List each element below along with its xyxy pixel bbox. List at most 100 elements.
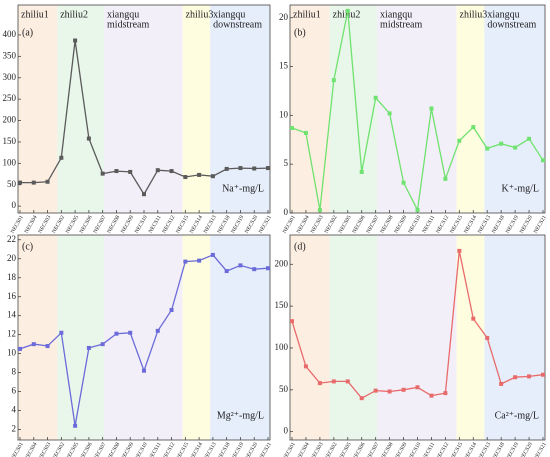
data-point: [183, 175, 188, 180]
y-tick-label: 15: [279, 61, 289, 71]
x-tick-label: NECS12: [435, 441, 450, 457]
data-point: [373, 95, 378, 100]
unit-label: Ca²⁺-mg/L: [495, 410, 539, 421]
y-tick-label: 18: [7, 272, 17, 282]
data-point: [290, 126, 294, 131]
y-tick-label: 300: [3, 72, 17, 82]
x-tick-label: NECS21: [258, 214, 273, 234]
data-point: [359, 169, 364, 174]
data-point: [210, 174, 215, 179]
data-point: [415, 385, 420, 390]
data-point: [415, 208, 420, 213]
region-band: [104, 5, 183, 213]
y-tick-label: 50: [279, 384, 289, 394]
data-point: [238, 166, 243, 171]
data-point: [429, 393, 434, 398]
x-tick-label: NECS15: [449, 441, 464, 457]
data-point: [142, 192, 146, 197]
data-point: [401, 387, 406, 392]
region-label: xiangqu: [107, 9, 139, 20]
data-point: [266, 266, 270, 271]
y-tick-label: 14: [7, 310, 17, 320]
y-tick-label: 0: [284, 207, 289, 217]
data-point: [527, 136, 532, 141]
x-tick-label: NECS09: [393, 441, 408, 457]
data-point: [303, 364, 308, 369]
x-tick-label: NECS11: [421, 214, 436, 234]
data-point: [155, 168, 160, 173]
region-label: xiangqu: [487, 9, 519, 20]
data-point: [86, 136, 91, 141]
data-point: [210, 252, 215, 257]
y-tick-label: 12: [7, 329, 16, 339]
y-tick-label: 200: [3, 115, 17, 125]
data-point: [317, 381, 322, 386]
y-tick-label: 8: [12, 367, 17, 377]
region-band: [377, 5, 457, 213]
y-tick-label: 20: [279, 12, 289, 22]
panel-label: (c): [22, 241, 33, 252]
data-point: [401, 180, 406, 185]
unit-label: Na⁺-mg/L: [222, 183, 264, 194]
x-tick-label: NECS14: [463, 441, 478, 457]
data-point: [73, 38, 78, 43]
y-tick-label: 6: [12, 386, 17, 396]
region-band: [210, 5, 270, 213]
y-tick-label: 5: [284, 158, 289, 168]
data-point: [513, 375, 518, 380]
region-band: [57, 5, 105, 213]
y-tick-label: 0: [12, 200, 17, 210]
x-tick-label: NECS01: [10, 441, 25, 457]
x-tick-label: NECS20: [519, 441, 534, 457]
region-band: [329, 235, 378, 440]
data-point: [114, 331, 119, 336]
region-band: [18, 5, 58, 213]
data-point: [18, 180, 22, 185]
data-point: [541, 372, 545, 377]
region-label: downstream: [213, 19, 262, 30]
data-point: [45, 344, 50, 349]
data-point: [128, 330, 133, 335]
data-point: [471, 125, 476, 130]
unit-label: K⁺-mg/L: [502, 183, 540, 194]
y-tick-label: 250: [3, 93, 17, 103]
panel-label: (d): [294, 241, 306, 252]
x-tick-label: NECS06: [352, 441, 367, 457]
data-point: [513, 145, 518, 150]
region-label: zhiliu3: [186, 9, 214, 20]
data-point: [443, 391, 448, 396]
region-label: downstream: [487, 19, 536, 30]
region-label: midstream: [107, 19, 149, 30]
x-tick-label: NECS01: [282, 441, 297, 457]
y-tick-label: 50: [7, 179, 17, 189]
panel-label: (b): [294, 27, 306, 38]
x-tick-label: NECS13: [203, 441, 218, 457]
x-tick-label: NECS13: [477, 441, 492, 457]
x-tick-label: NECS21: [533, 214, 548, 234]
data-point: [252, 166, 257, 171]
region-label: xiangqu: [213, 9, 245, 20]
x-tick-label: NECS07: [366, 441, 381, 457]
data-point: [303, 130, 308, 135]
data-point: [429, 106, 434, 111]
region-band: [484, 5, 545, 213]
data-point: [18, 346, 22, 351]
data-point: [31, 180, 36, 185]
data-point: [345, 8, 350, 13]
data-point: [169, 169, 174, 174]
region-band: [182, 235, 211, 440]
data-point: [317, 208, 322, 213]
data-point: [197, 258, 202, 263]
data-point: [59, 330, 64, 335]
data-point: [183, 259, 188, 264]
x-tick-label: NECS04: [24, 441, 39, 457]
x-tick-label: NECS08: [106, 441, 121, 457]
data-point: [485, 335, 490, 340]
x-tick-label: NECS06: [79, 441, 94, 457]
region-band: [329, 5, 378, 213]
x-tick-label: NECS20: [244, 441, 259, 457]
x-tick-label: NECS10: [134, 441, 149, 457]
data-point: [142, 368, 146, 373]
x-tick-label: NECS09: [120, 441, 135, 457]
data-point: [169, 307, 174, 312]
